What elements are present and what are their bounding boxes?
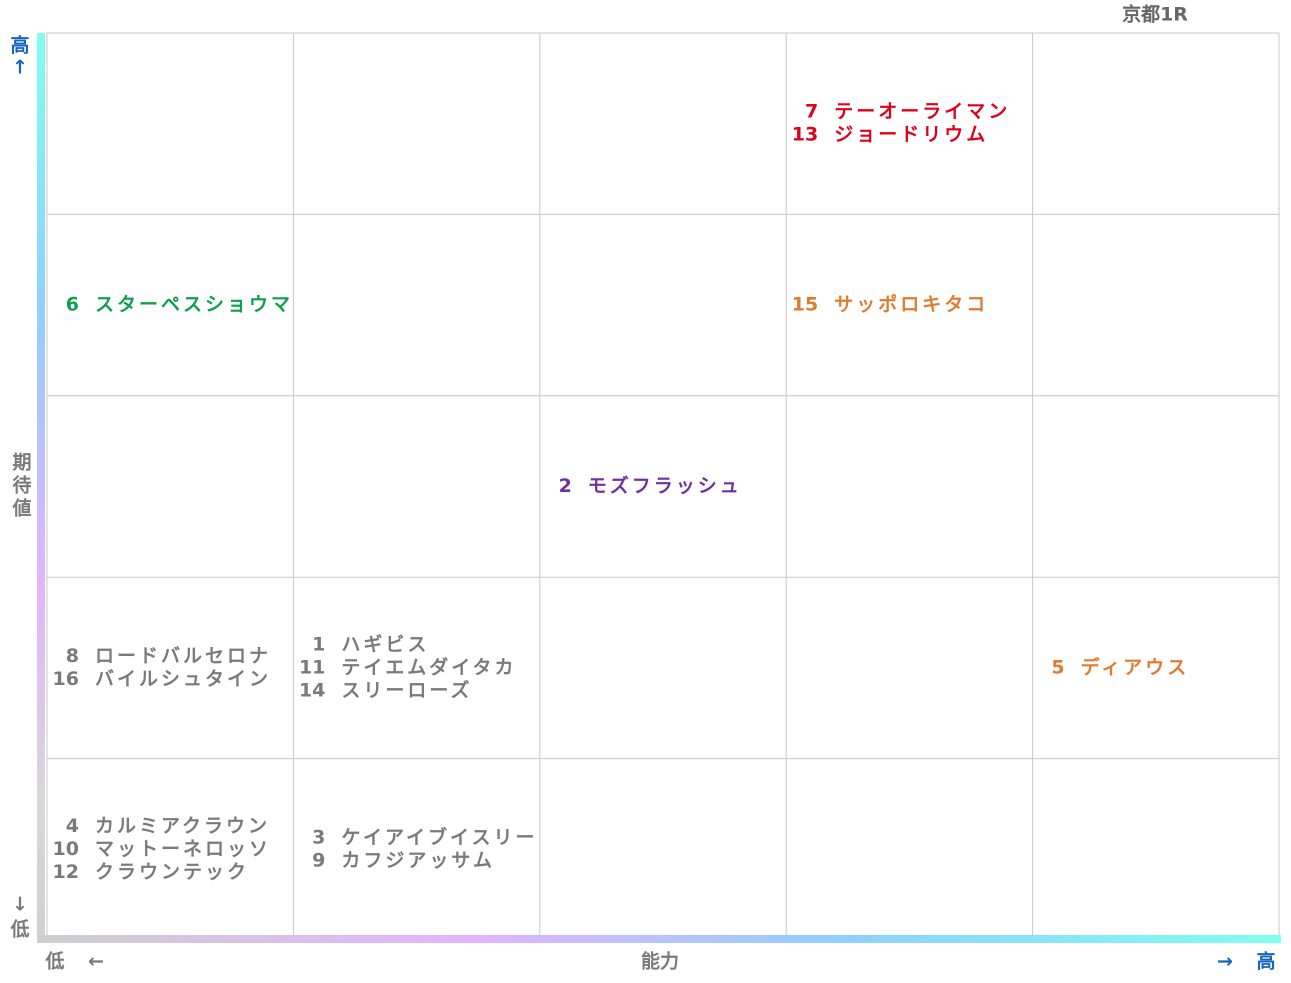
entry-name: バイルシュタイン (95, 668, 271, 690)
entry-number: 5 (1051, 656, 1064, 678)
x-axis-bar (37, 935, 1281, 943)
entry-name: ディアウス (1081, 655, 1190, 678)
entry-name: カフジアッサム (341, 849, 495, 871)
entry-name: モズフラッシュ (588, 474, 742, 497)
x-label: 能力 (641, 950, 679, 973)
entry-number: 10 (53, 838, 79, 860)
entry-number: 9 (312, 849, 325, 871)
entry-name: ロードバルセロナ (95, 645, 271, 667)
x-high-arrow: → (1217, 951, 1233, 973)
entry-name: カルミアクラウン (95, 815, 270, 837)
entry-number: 13 (792, 124, 818, 146)
title: 京都1R (1122, 3, 1188, 26)
y-low: 低 (9, 918, 29, 941)
entry-name: スターペスショウマ (95, 294, 293, 316)
entry-name: テイエムダイタカ (341, 655, 516, 678)
y-low-arrow: ↓ (12, 894, 28, 916)
entry-name: ハギビス (341, 633, 429, 655)
entry-number: 14 (299, 679, 325, 701)
x-low-arrow: ← (88, 951, 104, 973)
entry-number: 4 (66, 815, 79, 837)
x-high: 高 (1256, 950, 1275, 973)
entry-name: ケイアイブイスリー (341, 825, 537, 848)
entry-number: 11 (299, 656, 325, 678)
entry-number: 16 (53, 668, 79, 690)
entry-number: 7 (805, 101, 818, 123)
y-label: 期待値 (10, 452, 33, 521)
x-low: 低 (44, 950, 64, 973)
entry-number: 6 (66, 294, 79, 316)
entry-number: 12 (53, 861, 79, 883)
entry-name: テーオーライマン (834, 101, 1010, 123)
y-high-arrow: ↑ (12, 57, 28, 79)
entry-number: 15 (792, 294, 818, 316)
entry-name: クラウンテック (95, 861, 249, 883)
entry-number: 1 (312, 633, 325, 655)
entry-name: スリーローズ (341, 678, 472, 701)
entry-name: サッポロキタコ (834, 293, 988, 316)
y-high: 高 (10, 34, 29, 57)
y-axis-bar (37, 33, 45, 943)
entry-name: ジョードリウム (834, 124, 988, 146)
entry-number: 3 (312, 826, 325, 848)
entry-name: マットーネロッソ (95, 838, 271, 860)
entry-number: 8 (66, 645, 79, 667)
entry-number: 2 (559, 475, 572, 497)
